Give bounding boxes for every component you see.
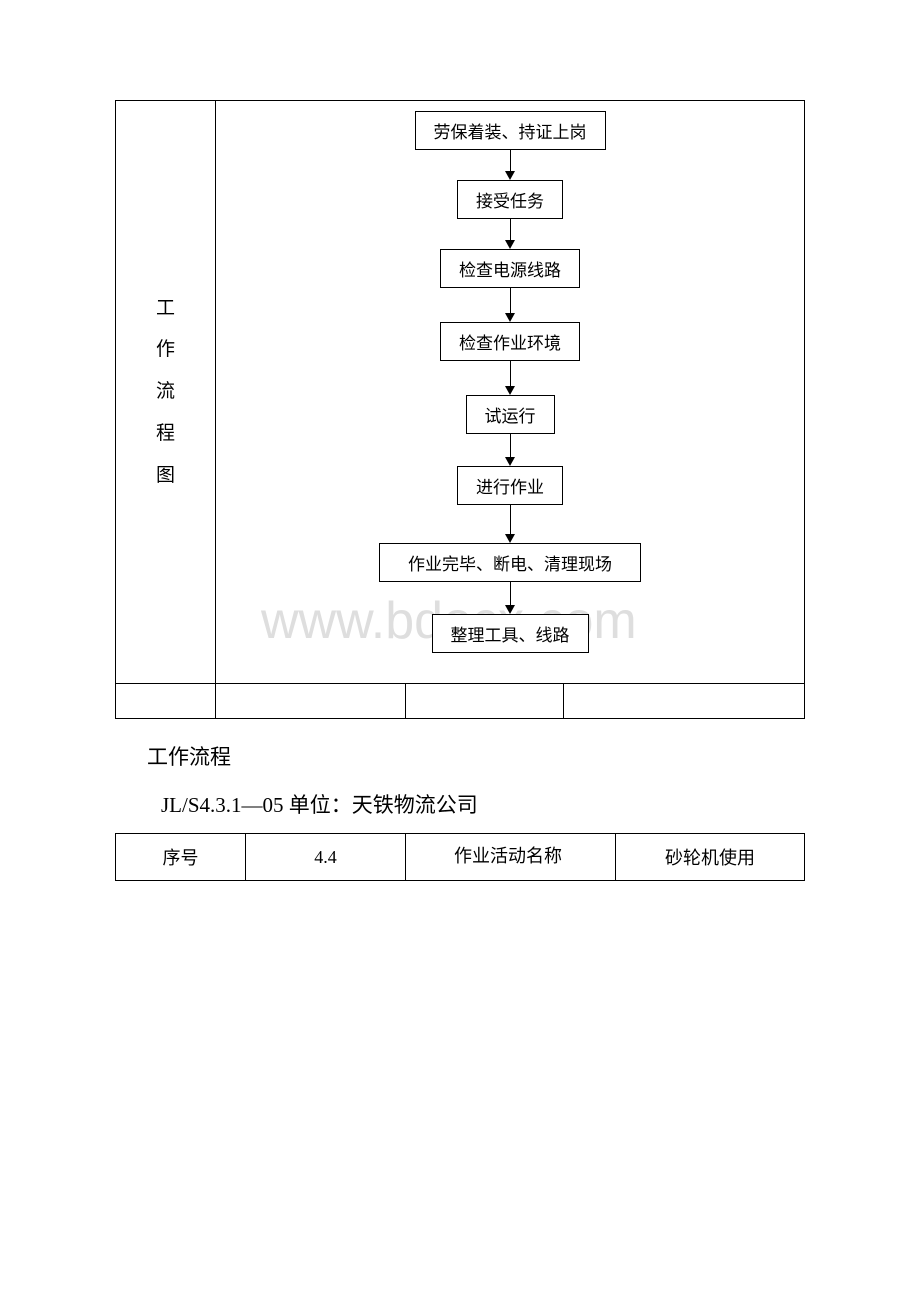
vertical-label-cell: 工作流程图 (116, 101, 216, 683)
flow-arrow (505, 505, 515, 543)
bottom-cell-2 (216, 684, 406, 718)
flow-node: 劳保着装、持证上岗 (415, 111, 606, 150)
bottom-cell-3 (406, 684, 564, 718)
flow-node: 试运行 (466, 395, 555, 434)
doc-unit: 单位：天铁物流公司 (284, 793, 478, 817)
flow-node: 接受任务 (457, 180, 563, 219)
flow-arrow (505, 150, 515, 180)
flow-arrow (505, 582, 515, 614)
vertical-label: 工作流程图 (156, 288, 175, 497)
doc-code-line: JL/S4.3.1—05 单位：天铁物流公司 (161, 789, 805, 819)
flow-node: 作业完毕、断电、清理现场 (379, 543, 641, 582)
flow-node: 检查电源线路 (440, 249, 580, 288)
section-title: 工作流程 (147, 741, 805, 771)
flow-cell: www.bdocx.com 劳保着装、持证上岗接受任务检查电源线路检查作业环境试… (216, 101, 804, 683)
flow-node: 检查作业环境 (440, 322, 580, 361)
info-table: 序号 4.4 作业活动名称 砂轮机使用 (115, 833, 805, 881)
bottom-cell-1 (116, 684, 216, 718)
info-activity-name-header: 作业活动名称 (406, 834, 616, 880)
flow-arrow (505, 361, 515, 395)
flowchart-frame: 工作流程图 www.bdocx.com 劳保着装、持证上岗接受任务检查电源线路检… (115, 100, 805, 719)
bottom-cell-4 (564, 684, 804, 718)
info-序号-header: 序号 (116, 834, 246, 880)
flowchart-top-row: 工作流程图 www.bdocx.com 劳保着装、持证上岗接受任务检查电源线路检… (116, 101, 804, 684)
info-activity-name-value: 砂轮机使用 (616, 834, 804, 880)
flow-arrow (505, 434, 515, 466)
flow-arrow (505, 288, 515, 322)
flow-node: 整理工具、线路 (432, 614, 589, 653)
flow-arrow (505, 219, 515, 249)
flow-node: 进行作业 (457, 466, 563, 505)
doc-code: JL/S4.3.1—05 (161, 793, 284, 817)
info-activity-name-label: 作业活动名称 (418, 844, 562, 869)
info-序号-value: 4.4 (246, 834, 406, 880)
flowchart-bottom-row (116, 684, 804, 718)
